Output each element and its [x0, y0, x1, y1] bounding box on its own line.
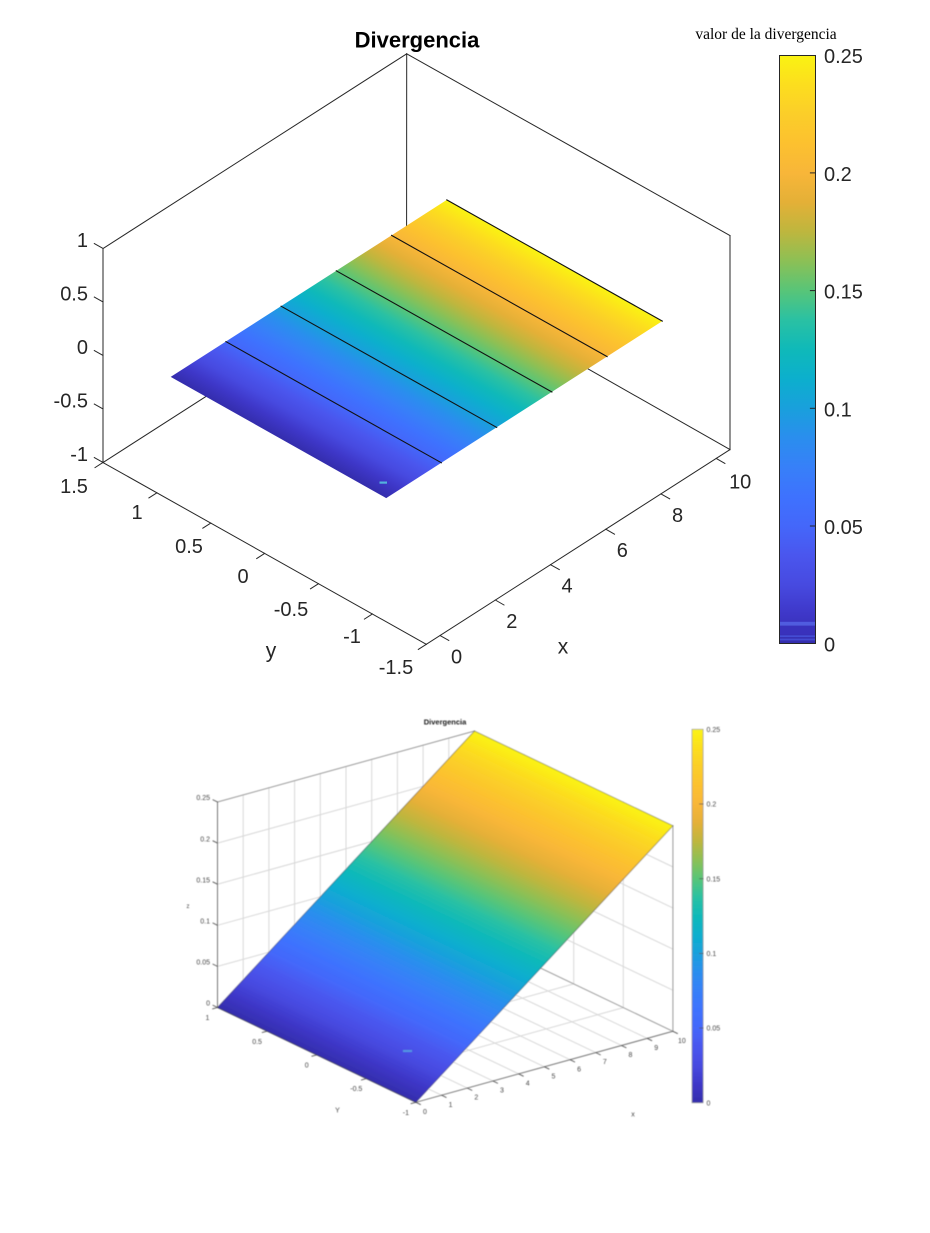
- svg-text:0.15: 0.15: [824, 282, 863, 304]
- svg-text:0: 0: [206, 1001, 210, 1008]
- svg-text:-1: -1: [70, 444, 88, 466]
- svg-text:6: 6: [577, 1066, 581, 1073]
- svg-text:valor de la divergencia: valor de la divergencia: [695, 26, 836, 43]
- svg-text:-1.5: -1.5: [379, 657, 413, 679]
- svg-text:2: 2: [474, 1095, 478, 1102]
- svg-text:-1: -1: [343, 626, 361, 648]
- svg-text:x: x: [558, 636, 569, 659]
- svg-text:0.1: 0.1: [707, 951, 717, 958]
- svg-text:4: 4: [561, 576, 572, 598]
- svg-text:10: 10: [729, 471, 751, 493]
- svg-text:0.2: 0.2: [824, 164, 852, 186]
- svg-text:0.1: 0.1: [200, 919, 210, 926]
- svg-text:z: z: [187, 904, 190, 910]
- svg-text:0: 0: [824, 635, 835, 657]
- svg-text:0.5: 0.5: [175, 536, 203, 558]
- svg-text:0: 0: [77, 337, 88, 359]
- svg-text:1: 1: [206, 1015, 210, 1022]
- svg-text:7: 7: [603, 1059, 607, 1066]
- svg-text:1: 1: [131, 502, 142, 524]
- svg-text:0: 0: [423, 1109, 427, 1116]
- svg-text:-0.5: -0.5: [350, 1086, 362, 1093]
- svg-text:0.25: 0.25: [196, 795, 210, 802]
- svg-text:0.05: 0.05: [196, 960, 210, 967]
- svg-text:9: 9: [654, 1045, 658, 1052]
- svg-text:x: x: [631, 1112, 635, 1119]
- svg-text:1: 1: [77, 230, 88, 252]
- svg-text:1: 1: [449, 1102, 453, 1109]
- svg-text:3: 3: [500, 1088, 504, 1095]
- svg-text:0.05: 0.05: [824, 517, 863, 539]
- svg-text:-1: -1: [403, 1110, 409, 1117]
- svg-text:0.2: 0.2: [707, 802, 717, 809]
- svg-text:-0.5: -0.5: [274, 599, 308, 621]
- svg-text:0: 0: [707, 1100, 711, 1107]
- svg-text:0.5: 0.5: [60, 284, 88, 306]
- svg-text:0.2: 0.2: [200, 836, 210, 843]
- svg-text:0: 0: [305, 1063, 309, 1070]
- svg-text:0.5: 0.5: [252, 1039, 262, 1046]
- svg-text:10: 10: [678, 1038, 686, 1045]
- svg-text:0.15: 0.15: [196, 877, 210, 884]
- svg-text:8: 8: [672, 505, 683, 527]
- svg-text:0.15: 0.15: [707, 876, 721, 883]
- svg-text:8: 8: [629, 1052, 633, 1059]
- svg-text:0.05: 0.05: [707, 1026, 721, 1033]
- svg-text:Divergencia: Divergencia: [424, 718, 467, 727]
- svg-text:-0.5: -0.5: [54, 391, 88, 413]
- svg-text:1.5: 1.5: [60, 476, 88, 498]
- svg-text:0.25: 0.25: [824, 46, 863, 68]
- svg-text:4: 4: [526, 1081, 530, 1088]
- svg-text:Divergencia: Divergencia: [355, 28, 480, 53]
- svg-text:0: 0: [237, 566, 248, 588]
- svg-text:0: 0: [451, 647, 462, 669]
- svg-text:6: 6: [617, 540, 628, 562]
- svg-text:2: 2: [506, 611, 517, 633]
- svg-text:0.25: 0.25: [707, 727, 721, 734]
- svg-text:Y: Y: [335, 1108, 340, 1115]
- svg-text:0.1: 0.1: [824, 399, 852, 421]
- svg-text:y: y: [266, 640, 277, 663]
- svg-text:5: 5: [551, 1073, 555, 1080]
